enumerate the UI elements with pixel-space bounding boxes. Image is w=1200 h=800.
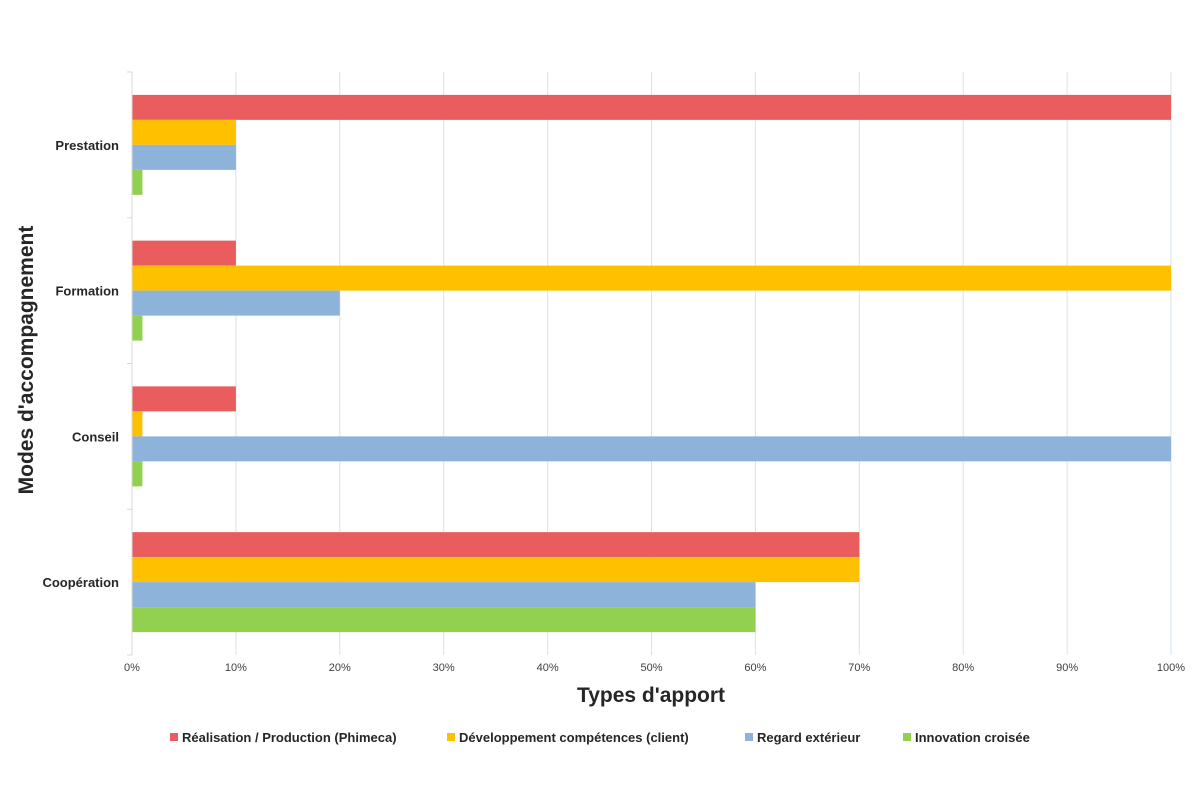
category-label: Formation [55, 284, 119, 299]
bar-coop-ration-series-1 [132, 532, 860, 558]
x-tick-label: 70% [848, 662, 870, 674]
x-tick-label: 50% [640, 662, 662, 674]
bar-conseil-series-3 [132, 436, 1171, 462]
bar-prestation-series-2 [132, 119, 236, 145]
x-tick-label: 10% [225, 662, 247, 674]
bars [132, 94, 1171, 633]
legend-swatch [903, 733, 911, 741]
bar-formation-series-1 [132, 240, 236, 266]
x-tick-label: 90% [1056, 662, 1078, 674]
category-labels: Prestation Formation Conseil Coopération [42, 138, 119, 590]
bar-conseil-series-2 [132, 411, 143, 437]
legend-label: Regard extérieur [757, 730, 860, 745]
y-axis-title: Modes d'accompagnement [15, 226, 38, 495]
bar-formation-series-3 [132, 290, 340, 316]
legend-label: Réalisation / Production (Phimeca) [182, 730, 397, 745]
bar-formation-series-4 [132, 315, 143, 341]
category-label: Conseil [72, 429, 119, 444]
x-tick-label: 0% [124, 662, 140, 674]
x-tick-label: 30% [433, 662, 455, 674]
x-tick-labels: 0% 10% 20% 30% 40% 50% 60% 70% 80% 90% 100% [124, 662, 1185, 674]
bar-prestation-series-1 [132, 94, 1171, 120]
x-tick-label: 60% [744, 662, 766, 674]
legend-swatch [170, 733, 178, 741]
bar-prestation-series-3 [132, 144, 236, 170]
bar-formation-series-2 [132, 265, 1171, 291]
legend: Réalisation / Production (Phimeca) Dévelo… [170, 730, 1030, 745]
x-axis-title: Types d'apport [577, 684, 725, 707]
bar-coop-ration-series-3 [132, 582, 756, 608]
legend-swatch [447, 733, 455, 741]
bar-conseil-series-1 [132, 386, 236, 412]
legend-label: Développement compétences (client) [459, 730, 689, 745]
x-tick-label: 40% [537, 662, 559, 674]
legend-label: Innovation croisée [915, 730, 1030, 745]
x-tick-label: 100% [1157, 662, 1185, 674]
category-label: Prestation [55, 138, 119, 153]
bar-prestation-series-4 [132, 169, 143, 195]
legend-swatch [745, 733, 753, 741]
x-tick-label: 80% [952, 662, 974, 674]
bar-coop-ration-series-2 [132, 557, 860, 583]
gridlines [235, 72, 1172, 655]
category-label: Coopération [42, 575, 119, 590]
y-axis-line [127, 71, 133, 656]
bar-coop-ration-series-4 [132, 607, 756, 633]
x-tick-label: 20% [329, 662, 351, 674]
bar-conseil-series-4 [132, 461, 143, 487]
